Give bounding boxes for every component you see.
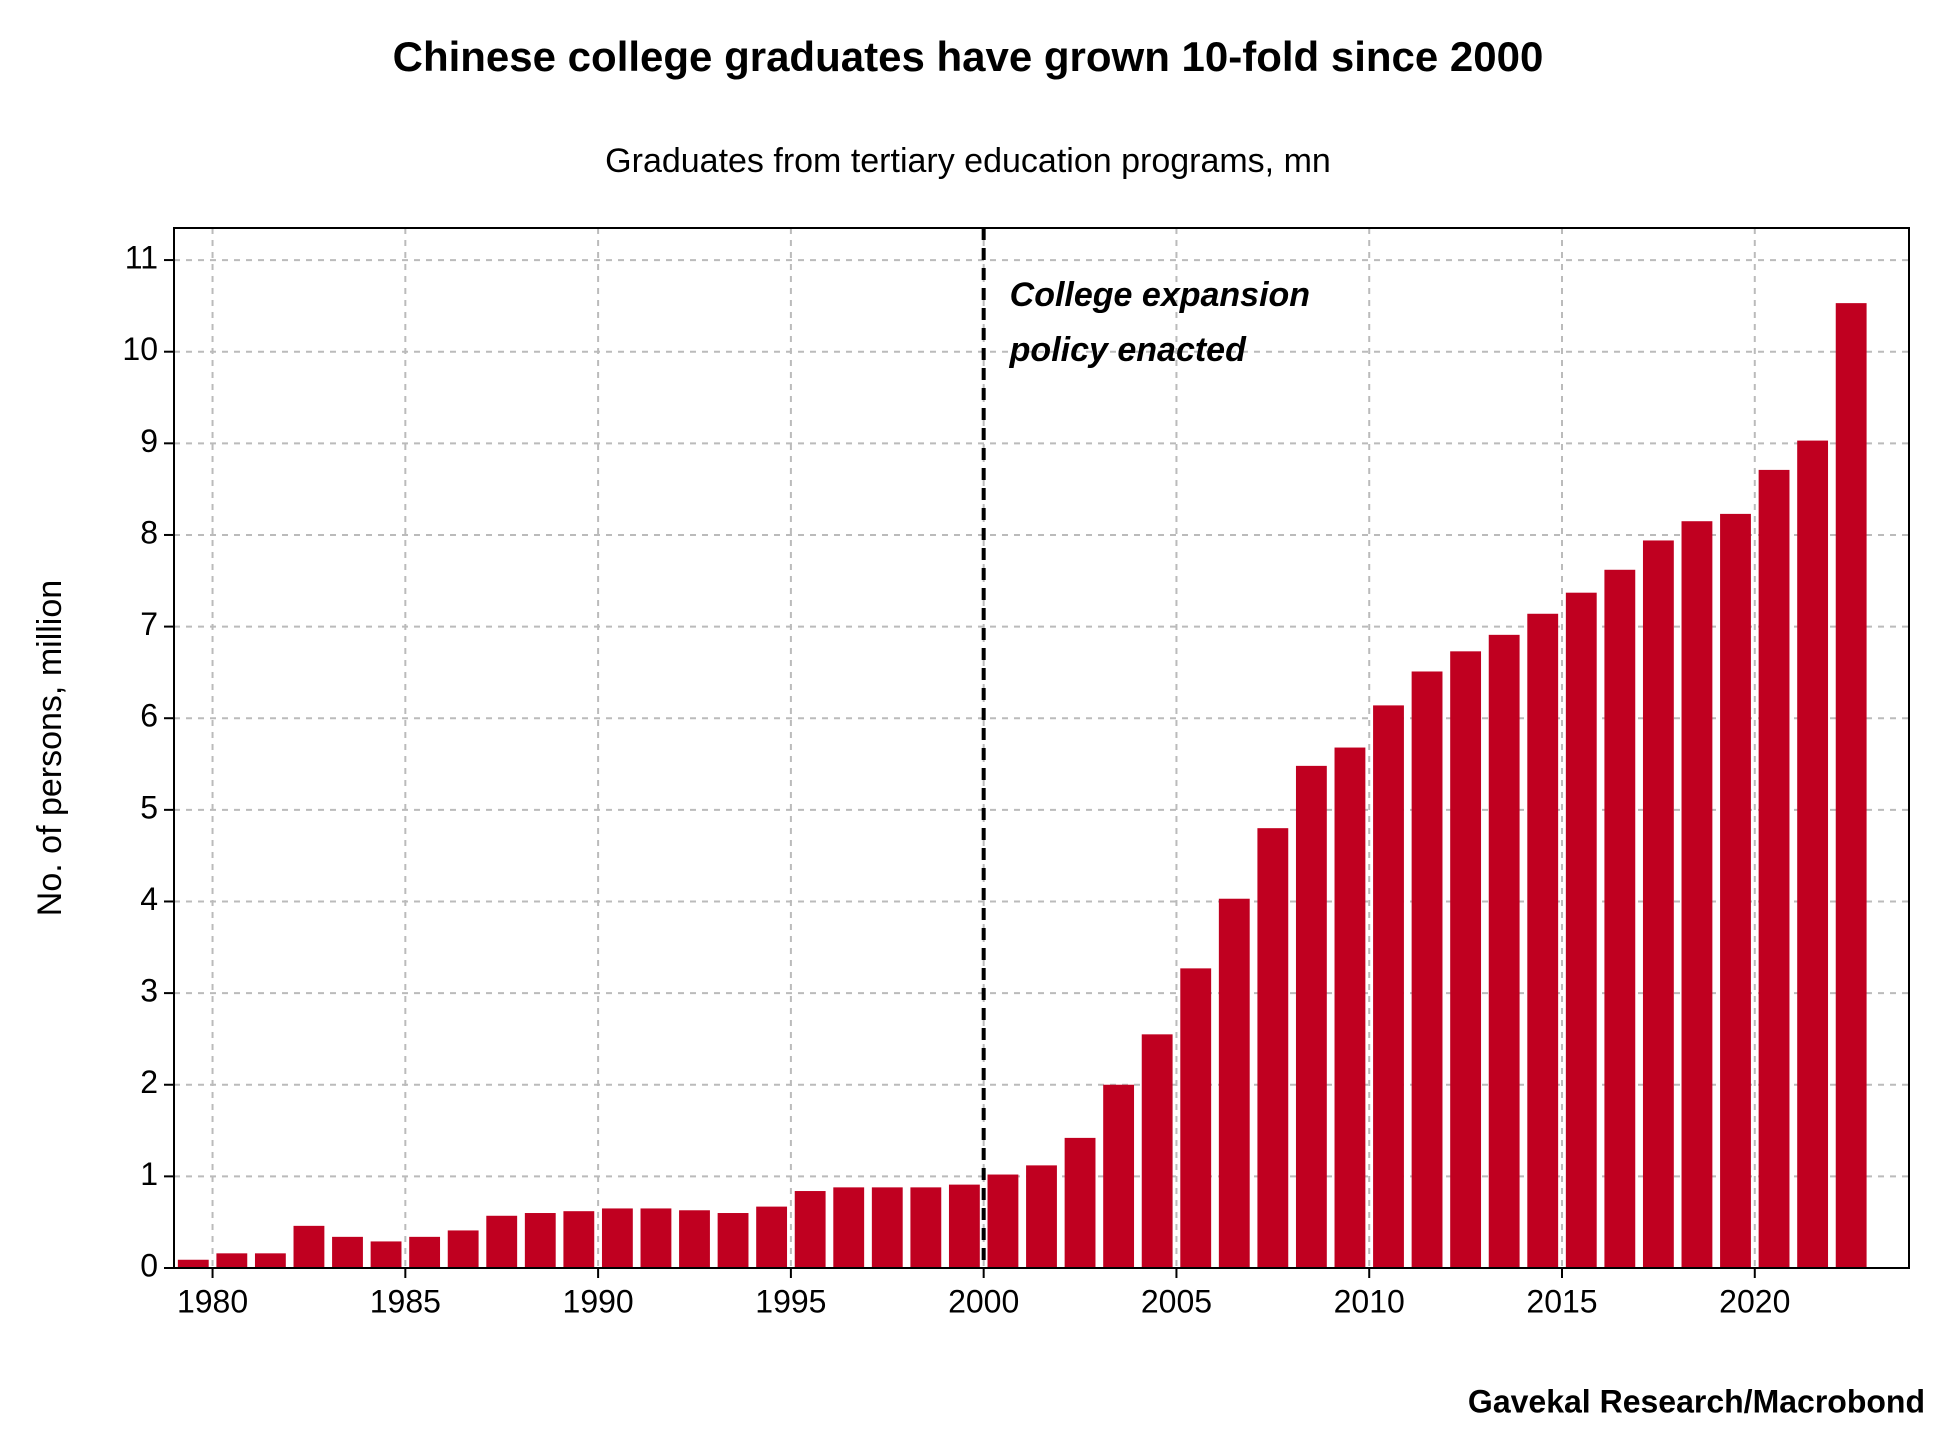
bar: [524, 1213, 556, 1268]
bar: [1604, 569, 1636, 1268]
bar: [871, 1187, 903, 1268]
bar: [1681, 521, 1713, 1268]
bar: [756, 1206, 788, 1268]
bar: [1835, 303, 1867, 1268]
bar: [177, 1259, 209, 1268]
y-tick-label: 2: [140, 1064, 158, 1100]
plot-frame: [173, 227, 1910, 1269]
bar: [1758, 469, 1790, 1268]
bar: [910, 1187, 942, 1268]
bar: [1257, 828, 1289, 1268]
x-tick-label: 2005: [1141, 1283, 1212, 1319]
bar: [1565, 592, 1597, 1268]
x-tick-label: 2010: [1334, 1283, 1405, 1319]
bar: [1527, 613, 1559, 1268]
bar: [679, 1210, 710, 1268]
y-tick-label: 1: [140, 1156, 158, 1192]
y-tick-label: 3: [140, 973, 158, 1009]
bar: [1295, 765, 1327, 1268]
x-tick-label: 1995: [755, 1283, 826, 1319]
bar: [1797, 440, 1829, 1268]
bar: [1373, 705, 1404, 1268]
bar: [1334, 747, 1366, 1268]
bar: [1141, 1034, 1173, 1268]
bar: [833, 1187, 865, 1268]
bar: [987, 1174, 1019, 1268]
bar: [486, 1215, 518, 1268]
bar: [332, 1236, 363, 1268]
y-tick-label: 11: [125, 240, 158, 276]
bar: [370, 1241, 402, 1268]
y-tick-label: 10: [122, 331, 158, 367]
bar: [1218, 898, 1250, 1268]
y-tick-label: 6: [140, 698, 158, 734]
x-tick-label: 2020: [1719, 1283, 1790, 1319]
y-tick-label: 4: [140, 881, 158, 917]
annotation-text: College expansion: [1010, 276, 1310, 314]
bar: [794, 1191, 826, 1268]
bar: [563, 1211, 595, 1268]
chart-title: Chinese college graduates have grown 10-…: [393, 33, 1544, 80]
bar: [601, 1208, 633, 1268]
y-axis-label: No. of persons, million: [31, 580, 69, 916]
source: Gavekal Research/Macrobond: [1468, 1383, 1925, 1419]
bar: [1180, 968, 1212, 1268]
y-tick-label: 7: [140, 606, 158, 642]
bar: [1720, 513, 1751, 1268]
y-tick-label: 9: [140, 423, 158, 459]
bar: [1488, 634, 1520, 1268]
bar: [1103, 1084, 1135, 1268]
x-tick-label: 2000: [948, 1283, 1019, 1319]
bar: [1026, 1165, 1057, 1268]
x-tick-label: 1985: [370, 1283, 441, 1319]
y-tick-label: 5: [140, 789, 158, 825]
annotation-text: policy enacted: [1009, 331, 1247, 369]
y-tick-label: 8: [140, 514, 158, 550]
x-tick-label: 2015: [1526, 1283, 1597, 1319]
x-tick-label: 1990: [563, 1283, 634, 1319]
bar: [717, 1213, 749, 1268]
bar: [254, 1253, 286, 1268]
bar: [409, 1236, 441, 1268]
bar: [640, 1208, 672, 1268]
bar: [1450, 651, 1482, 1268]
bar: [948, 1184, 980, 1268]
bar: [1064, 1137, 1096, 1268]
bar: [216, 1253, 248, 1268]
chart-subtitle: Graduates from tertiary education progra…: [605, 142, 1331, 180]
bar: [1642, 540, 1674, 1268]
bar: [1411, 671, 1443, 1268]
bar: [447, 1230, 479, 1268]
bar: [293, 1225, 325, 1268]
y-tick-label: 0: [140, 1247, 158, 1283]
x-tick-label: 1980: [177, 1283, 248, 1319]
